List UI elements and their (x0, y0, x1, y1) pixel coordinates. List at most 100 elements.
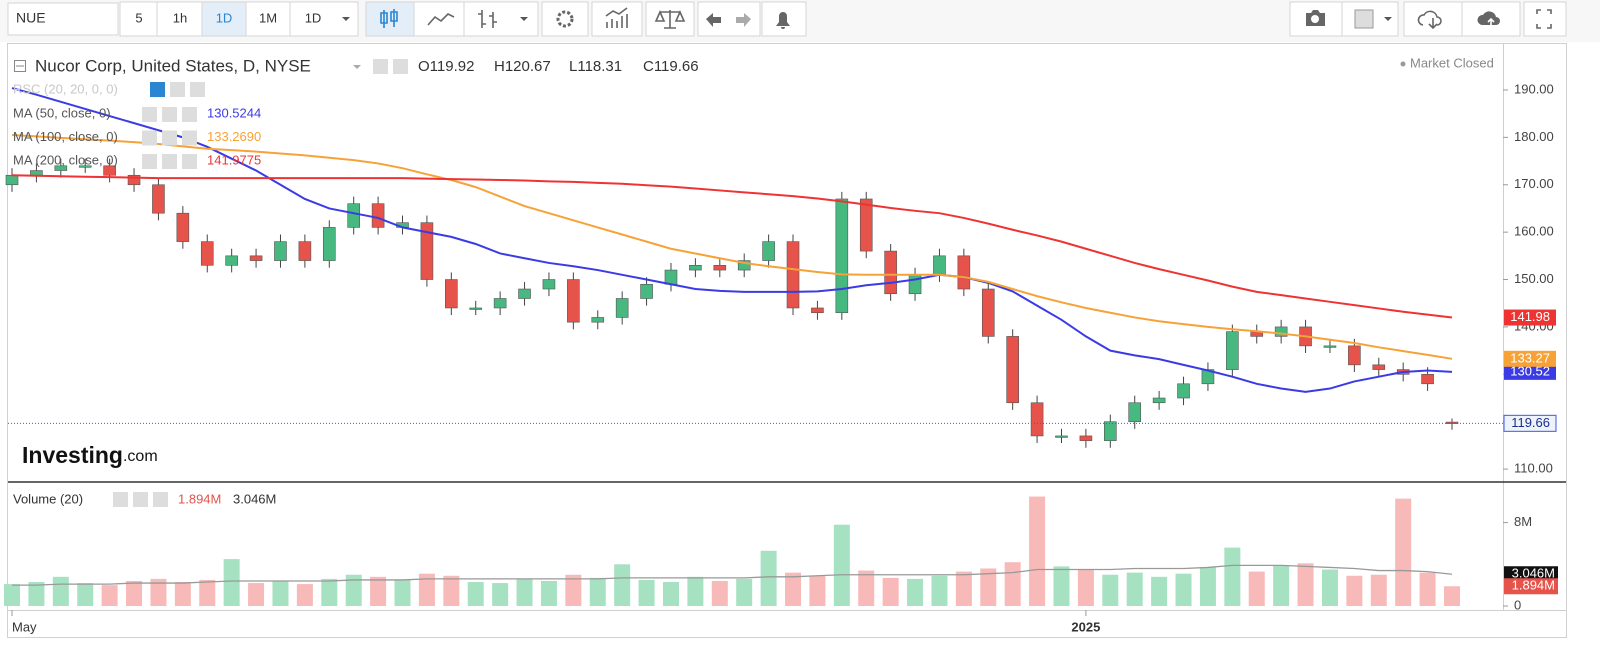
volume-bar (1224, 547, 1241, 606)
volume-bar (980, 568, 997, 606)
legend-icon[interactable] (170, 82, 185, 97)
caret (1384, 17, 1392, 21)
volume-bar (638, 579, 655, 606)
volume-bar (540, 580, 557, 606)
volume-bar (1444, 586, 1460, 606)
volume-bar (248, 583, 265, 606)
volume-bar (101, 585, 118, 606)
candles-button[interactable] (365, 1, 415, 37)
gear-icon (556, 10, 574, 28)
symbol: NUE (16, 10, 46, 26)
candle-body (640, 283, 653, 299)
volume-bar (272, 580, 289, 606)
interval: 1M (259, 10, 277, 25)
indicator-off: RSC (20, 20, 0, 0) (13, 81, 118, 96)
volume-title: Volume (20) (13, 491, 83, 506)
candle-body (347, 203, 360, 228)
cloud-up-arrow (1487, 17, 1495, 27)
candle-body (1372, 364, 1386, 370)
candle-body (835, 198, 849, 314)
volume-bar (1273, 565, 1290, 606)
volume-bar (955, 571, 972, 606)
y-tick-label: 160.00 (1514, 224, 1554, 239)
legend-value: 130.5244 (207, 105, 261, 120)
y-tick-label: 150.00 (1514, 271, 1554, 286)
legend-icon[interactable] (113, 492, 128, 507)
camera-lens (1311, 15, 1319, 23)
interval: 5 (135, 10, 142, 25)
interval-button[interactable] (245, 1, 291, 37)
fullscreen-icon (1536, 9, 1552, 29)
x-tick-label: May (12, 619, 37, 634)
bars-button[interactable] (463, 1, 539, 37)
ma-line (11, 87, 1453, 393)
legend-label: MA (50, close, 0) (13, 105, 111, 120)
legend-icon (162, 130, 177, 146)
volume-bar (418, 573, 435, 606)
legend-icon[interactable] (373, 59, 388, 74)
indicators-button[interactable] (591, 1, 643, 37)
volume-bar (614, 564, 631, 606)
x-tick-label: 2025 (1071, 619, 1100, 634)
logo-suffix: .com (123, 448, 158, 465)
volume-bar (1175, 573, 1192, 606)
symbol-input[interactable] (7, 2, 119, 36)
legend-value: 141.9775 (207, 152, 261, 167)
candle-body (737, 260, 751, 271)
volume-bar (223, 559, 240, 606)
fullscreen-button[interactable] (1523, 1, 1567, 37)
indicators-icon (605, 7, 628, 28)
candle-body (152, 184, 165, 214)
volume-bar (1321, 569, 1338, 606)
candle-body (908, 274, 922, 295)
ohlc-low: L118.31 (569, 58, 622, 75)
compare-icon (654, 10, 686, 29)
instrument-title: Nucor Corp, United States, D, NYSE (35, 56, 311, 75)
interval-button-active[interactable] (201, 1, 247, 37)
volume-bar (199, 579, 216, 606)
logo-main: Investing (22, 442, 123, 468)
volume-bar (931, 575, 948, 606)
candle-body (54, 165, 68, 171)
interval-button[interactable] (156, 1, 203, 37)
candle-body (884, 250, 897, 295)
candle-body (78, 165, 92, 168)
candle-body (689, 265, 702, 271)
legend-icon (162, 154, 177, 169)
interval-button[interactable] (119, 1, 158, 37)
price-badge-label: 133.27 (1510, 350, 1550, 365)
legend-icon[interactable] (133, 492, 148, 507)
interval: 1D (216, 10, 233, 25)
candle-body (1226, 331, 1239, 370)
candle-body (1006, 336, 1019, 404)
volume-bar (296, 584, 313, 606)
legend-icon (142, 107, 157, 122)
volume-ma-badge (1504, 566, 1558, 583)
plot (4, 87, 1503, 606)
settings-button[interactable] (541, 1, 589, 37)
line-icon (427, 13, 455, 26)
volume-bar (907, 578, 924, 606)
ma-line (11, 174, 1453, 319)
candle-body (786, 241, 800, 309)
volume-bar (77, 583, 94, 606)
candle-body (225, 255, 238, 266)
volume-bar (28, 582, 45, 606)
candle-body (542, 279, 556, 290)
candle-body (1348, 345, 1361, 366)
legend-icon[interactable] (393, 59, 408, 74)
volume-bar (443, 575, 460, 606)
legend-icon[interactable] (190, 82, 205, 97)
bars-icon (478, 10, 497, 28)
y-tick-label: 110.00 (1514, 461, 1553, 476)
legend-icon[interactable] (153, 492, 168, 507)
candle-body (371, 203, 385, 228)
chart-frame (7, 43, 1567, 638)
legend-icon[interactable] (150, 82, 165, 97)
volume-badge (1504, 578, 1558, 595)
volume-bar (687, 576, 704, 606)
price-badge (1504, 350, 1556, 367)
candle-body (249, 255, 263, 261)
